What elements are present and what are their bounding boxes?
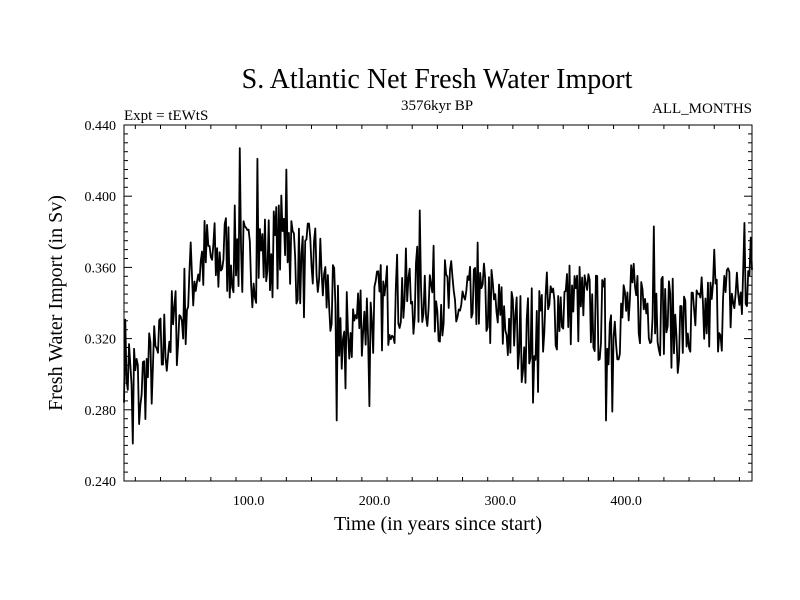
chart-title: S. Atlantic Net Fresh Water Import	[242, 64, 633, 95]
months-label: ALL_MONTHS	[652, 101, 752, 117]
y-tick-label: 0.280	[85, 404, 117, 419]
plot-frame	[123, 124, 753, 482]
x-tick-label: 400.0	[610, 494, 642, 509]
y-tick-label: 0.440	[85, 119, 117, 134]
y-axis: 0.240 0.280 0.320 0.360 0.400 0.440	[85, 119, 752, 490]
experiment-label: Expt = tEWtS	[124, 108, 208, 124]
y-tick-label: 0.360	[85, 261, 117, 276]
x-axis: 100.0 200.0 300.0 400.0	[134, 125, 740, 509]
x-tick-label: 100.0	[233, 494, 265, 509]
fresh-water-import-line	[123, 147, 753, 445]
x-tick-label: 200.0	[359, 494, 391, 509]
y-tick-label: 0.240	[85, 475, 117, 490]
x-tick-label: 300.0	[485, 494, 517, 509]
y-axis-label: Fresh Water Import (in Sv)	[45, 195, 67, 411]
y-tick-label: 0.400	[85, 190, 117, 205]
y-tick-label: 0.320	[85, 333, 117, 348]
x-axis-label: Time (in years since start)	[334, 513, 542, 535]
age-label: 3576kyr BP	[401, 98, 473, 114]
